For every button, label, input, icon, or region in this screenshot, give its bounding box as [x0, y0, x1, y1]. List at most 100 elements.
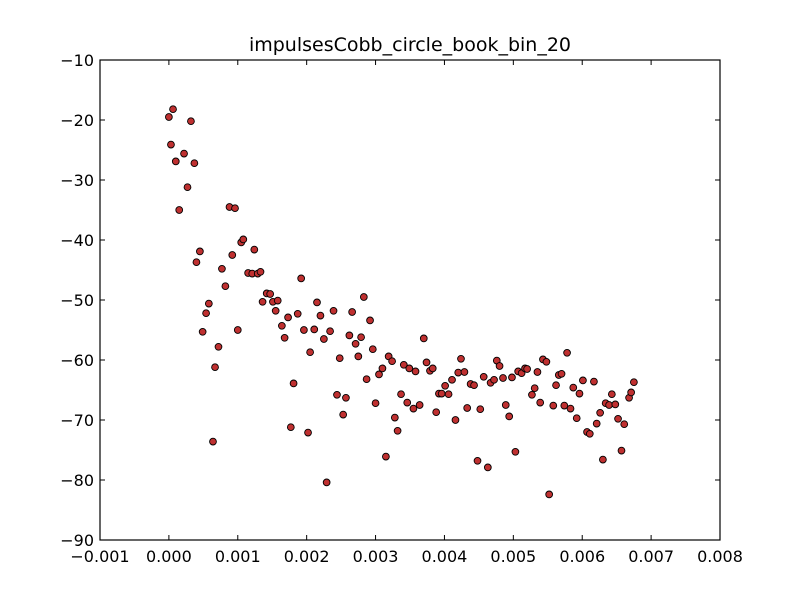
data-point [460, 368, 469, 376]
plot-frame [99, 59, 721, 541]
data-point [495, 362, 504, 370]
data-point [310, 325, 319, 334]
data-point [422, 358, 431, 367]
data-point [196, 247, 204, 256]
x-tick-label: 0.007 [628, 547, 674, 566]
data-point [180, 149, 188, 158]
data-point [630, 378, 638, 387]
data-point [575, 389, 584, 398]
data-point [357, 333, 365, 342]
x-tick-label: −0.001 [70, 547, 129, 566]
data-point [530, 384, 539, 393]
data-point [165, 113, 173, 121]
data-point [209, 437, 217, 446]
data-point [169, 105, 177, 114]
data-point [599, 455, 607, 464]
data-point [411, 367, 420, 376]
data-point [405, 364, 414, 373]
data-point [320, 335, 328, 343]
x-tick-label: 0.008 [697, 547, 743, 566]
data-point [297, 274, 306, 283]
y-tick-label: −40 [60, 231, 94, 250]
x-tick-label: 0.003 [353, 547, 399, 566]
data-point [256, 267, 265, 276]
data-point [335, 354, 344, 363]
data-point [293, 309, 302, 318]
data-point [545, 490, 554, 499]
plot-area [100, 60, 720, 540]
data-point [183, 183, 192, 192]
data-point [448, 375, 456, 384]
data-point [569, 383, 578, 392]
data-point [348, 308, 356, 316]
data-point [339, 410, 348, 419]
x-tick-label: 0.006 [559, 547, 605, 566]
data-point [549, 401, 558, 410]
y-tick-label: −50 [60, 291, 94, 310]
data-point [542, 357, 551, 366]
data-point [432, 408, 441, 417]
data-point [345, 331, 354, 340]
data-point [239, 235, 248, 244]
data-point [313, 298, 321, 307]
data-point [204, 299, 213, 308]
x-tick-label: 0.001 [215, 547, 261, 566]
data-point [198, 327, 207, 336]
data-point [419, 334, 428, 343]
data-point [228, 251, 237, 259]
data-point [388, 357, 396, 366]
data-point [304, 428, 312, 437]
data-point [490, 375, 498, 384]
data-point [284, 313, 292, 322]
data-point [552, 381, 560, 390]
data-point [202, 309, 210, 318]
data-point [393, 426, 402, 435]
data-point [470, 381, 478, 390]
data-point [192, 258, 201, 267]
data-point [368, 345, 377, 354]
data-point [508, 373, 516, 382]
data-point [300, 326, 308, 334]
data-point [505, 412, 514, 421]
data-point [250, 245, 259, 254]
data-point [563, 348, 571, 357]
data-point [473, 456, 482, 465]
y-tick-label: −70 [60, 411, 94, 430]
y-tick-label: −90 [60, 531, 94, 550]
data-point [579, 376, 587, 385]
data-point [607, 390, 616, 399]
y-tick-label: −10 [60, 51, 94, 70]
data-point [289, 379, 298, 388]
data-point [175, 206, 184, 214]
data-point [167, 140, 175, 149]
data-point [523, 365, 531, 373]
x-tick-label: 0.000 [146, 547, 192, 566]
x-tick-label: 0.005 [490, 547, 536, 566]
data-point [351, 339, 360, 348]
data-point [441, 381, 449, 390]
y-tick-label: −60 [60, 351, 94, 370]
data-point [415, 401, 424, 409]
data-point [233, 326, 242, 334]
data-point [322, 478, 331, 487]
data-point [566, 404, 575, 413]
data-point [231, 204, 239, 213]
data-point [501, 401, 510, 409]
data-point [557, 369, 566, 378]
data-point [428, 364, 437, 373]
y-tick-label: −20 [60, 111, 94, 130]
ticks-layer: −0.001 0.000 0.001 0.002 0.003 0.004 0.005 0.00… [60, 51, 743, 566]
data-point [499, 374, 507, 382]
data-point [457, 354, 465, 363]
data-point [371, 399, 380, 408]
data-point [437, 389, 446, 398]
data-point [627, 388, 635, 397]
data-point [333, 390, 341, 399]
data-point [342, 393, 350, 402]
data-point [479, 372, 488, 381]
data-point [476, 405, 485, 414]
data-point [511, 447, 520, 456]
data-point [211, 363, 219, 372]
data-point [483, 463, 492, 472]
